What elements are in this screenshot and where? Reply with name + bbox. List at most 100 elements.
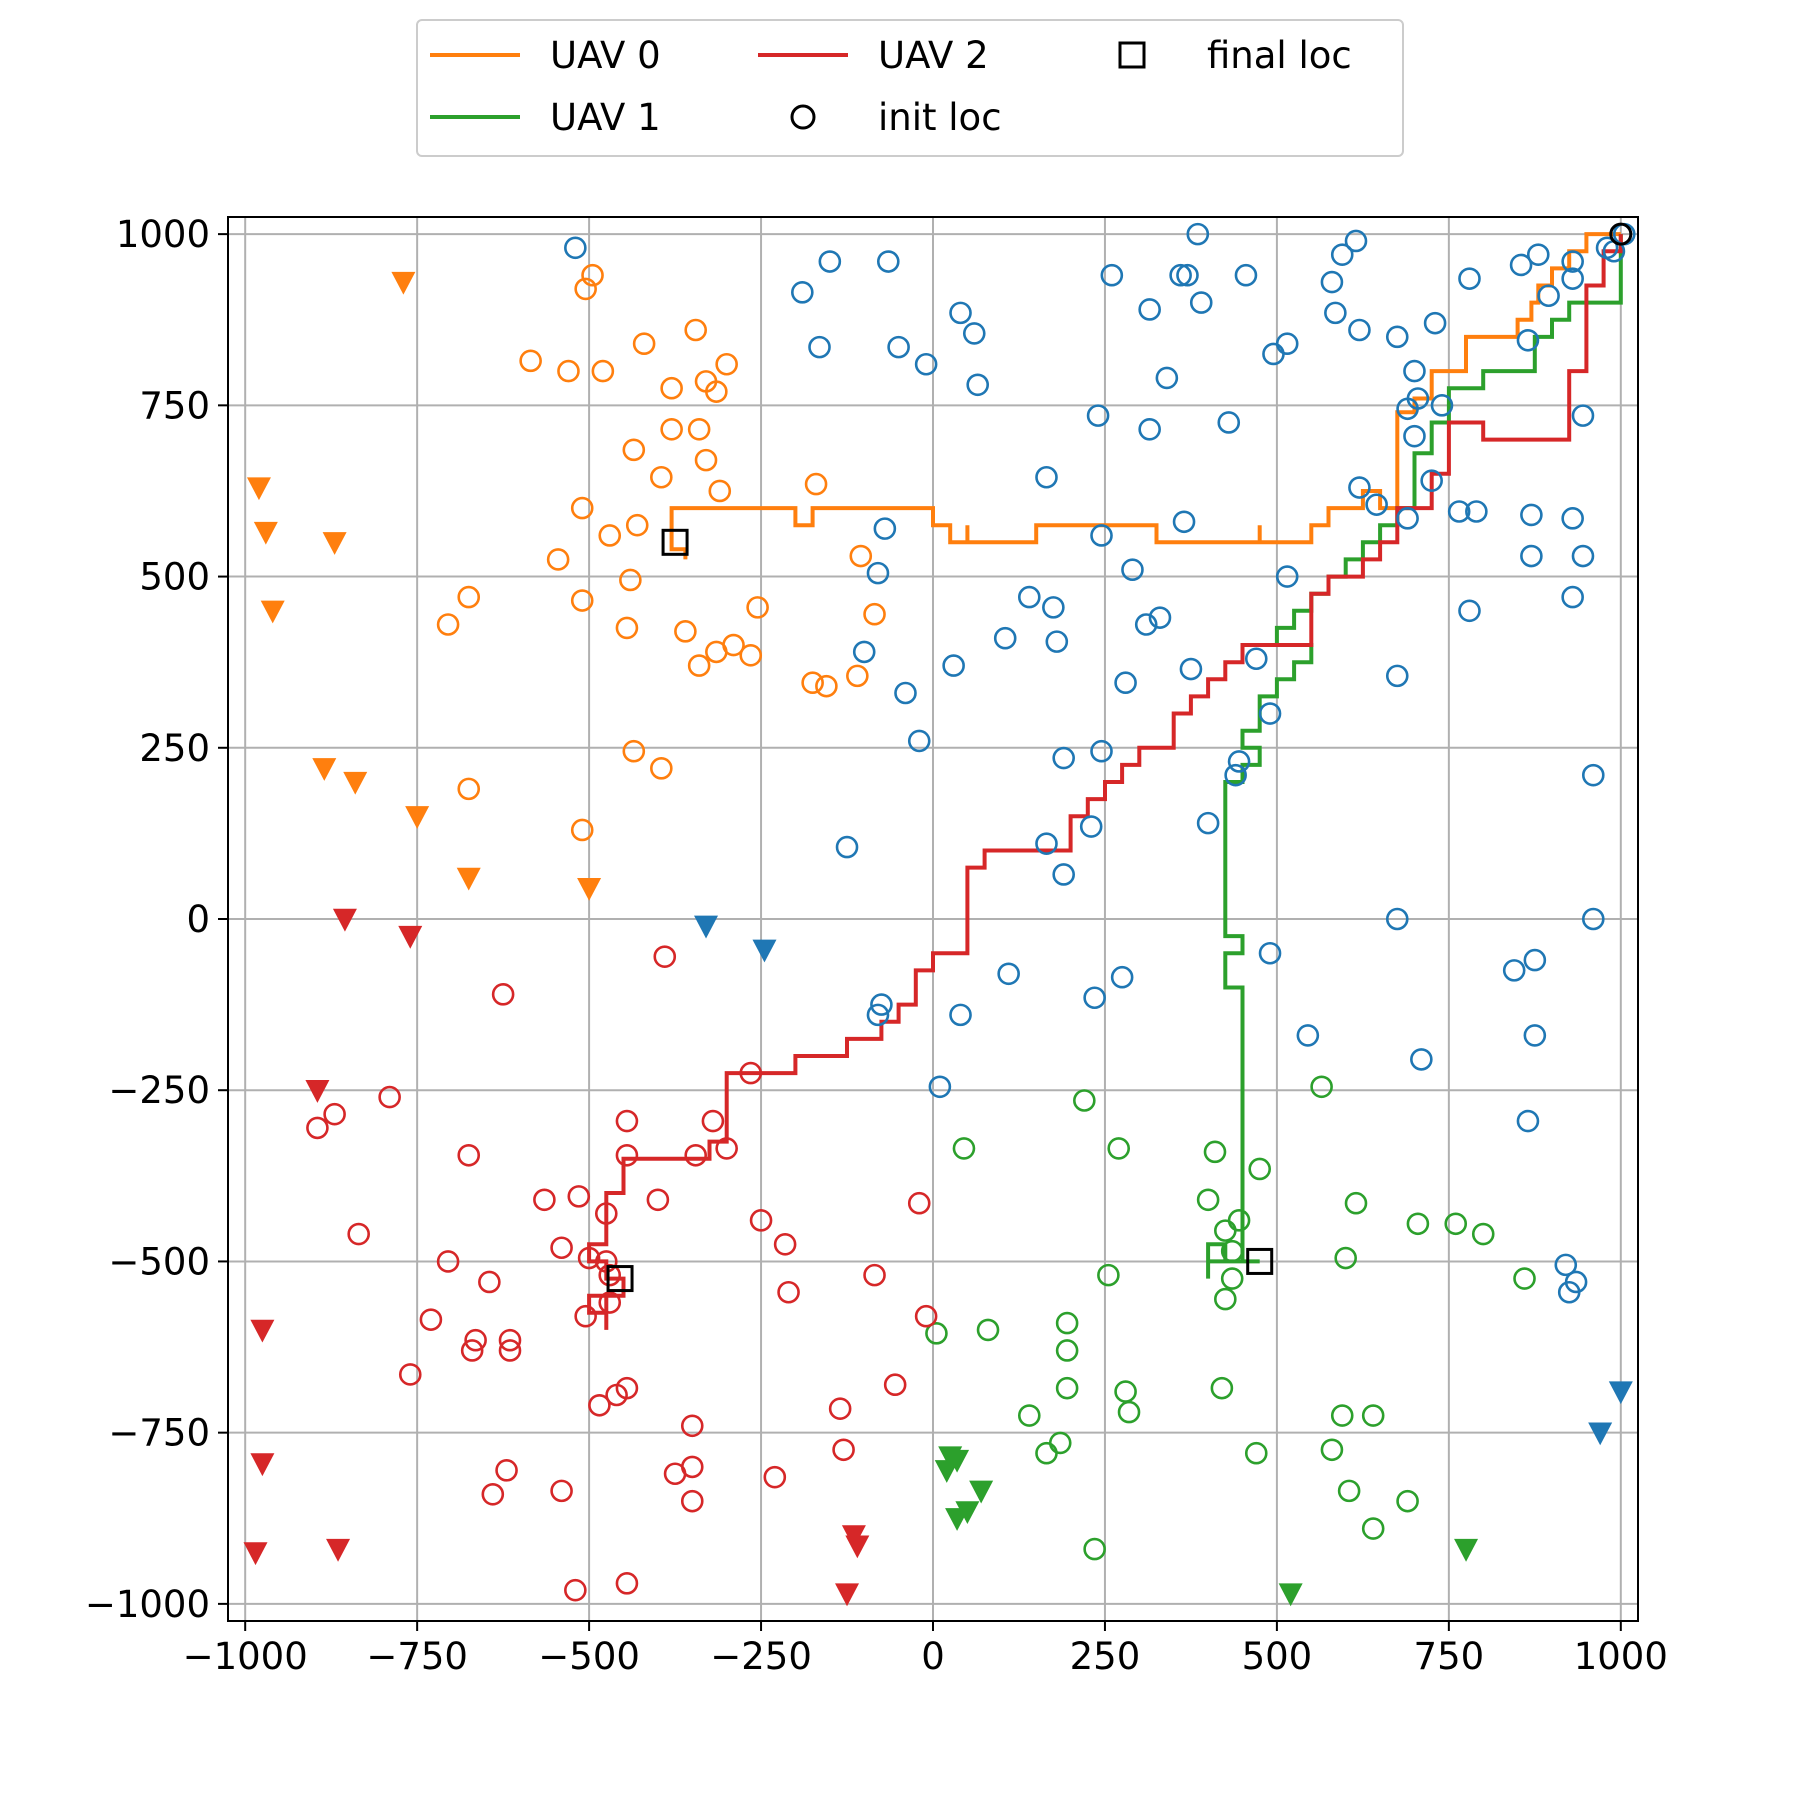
- y-tick-label: 0: [186, 898, 210, 941]
- target-point: [1017, 1404, 1041, 1427]
- target-point: [687, 654, 711, 677]
- target-point: [1520, 544, 1543, 568]
- target-point: [1100, 263, 1124, 287]
- target-point: [680, 1455, 704, 1479]
- target-point: [478, 1270, 501, 1294]
- target-point: [1035, 465, 1058, 489]
- target-point: [632, 332, 656, 356]
- target-point: [1561, 507, 1584, 530]
- target-point: [852, 640, 876, 664]
- target-point: [835, 835, 859, 859]
- target-point: [1320, 1438, 1344, 1462]
- target-point: [870, 993, 893, 1016]
- target-point: [646, 1188, 670, 1212]
- target-point: [570, 589, 594, 612]
- y-tick-label: −1000: [85, 1583, 210, 1626]
- series-init-loc: [1609, 222, 1633, 246]
- target-point: [436, 613, 460, 636]
- target-point: [866, 561, 890, 585]
- target-point: [1045, 630, 1069, 653]
- target-point: [1258, 941, 1282, 965]
- init-location-marker: [1609, 222, 1633, 246]
- target-point: [1055, 1376, 1079, 1400]
- target-point: [491, 983, 515, 1006]
- target-point: [883, 1373, 907, 1397]
- target-point: [598, 524, 622, 547]
- target-point: [495, 1459, 518, 1482]
- obstacle-marker: [246, 477, 271, 501]
- target-point: [594, 1250, 618, 1273]
- obstacle-marker: [250, 1319, 275, 1343]
- target-point: [1275, 565, 1299, 588]
- target-point: [622, 739, 646, 763]
- target-point: [808, 335, 831, 359]
- target-point: [564, 236, 587, 260]
- obstacle-marker: [969, 1480, 994, 1504]
- target-point: [739, 644, 763, 667]
- obstacle-marker: [1278, 1583, 1303, 1607]
- target-point: [1107, 1137, 1131, 1160]
- target-point: [1083, 986, 1106, 1010]
- target-point: [1516, 328, 1540, 352]
- legend-square-swatch: [1118, 41, 1146, 69]
- target-point: [687, 418, 711, 441]
- legend-label: UAV 1: [550, 96, 661, 139]
- obstacle-marker: [343, 771, 368, 795]
- target-point: [550, 1236, 573, 1260]
- target-point: [873, 517, 897, 540]
- target-point: [1344, 229, 1368, 253]
- target-point: [594, 1202, 618, 1225]
- target-point: [962, 322, 986, 345]
- target-point: [949, 301, 972, 325]
- legend-circle-swatch: [790, 104, 816, 130]
- series-triangles-down: [246, 271, 602, 901]
- target-point: [907, 1191, 931, 1215]
- target-point: [1244, 647, 1268, 671]
- target-point: [570, 818, 594, 842]
- obstacle-marker: [934, 1460, 959, 1483]
- target-point: [457, 1143, 481, 1167]
- target-point: [701, 1109, 725, 1133]
- target-point: [1337, 1479, 1361, 1503]
- x-tick-label: 1000: [1574, 1635, 1668, 1678]
- target-point: [694, 448, 718, 472]
- target-point: [1244, 1441, 1268, 1465]
- target-point: [1210, 1376, 1234, 1400]
- target-point: [1227, 1209, 1251, 1232]
- target-point: [993, 626, 1017, 650]
- target-point: [715, 1137, 738, 1160]
- target-point: [457, 777, 481, 801]
- path-line-uav-2: [587, 234, 1623, 1330]
- target-point: [1537, 284, 1560, 308]
- target-point: [546, 548, 570, 571]
- obstacle-marker: [332, 908, 357, 932]
- target-point: [1110, 965, 1134, 989]
- target-point: [674, 620, 697, 643]
- series-triangles-down: [934, 1446, 1479, 1607]
- target-point: [791, 281, 814, 304]
- target-point: [1296, 1024, 1320, 1047]
- target-point: [1523, 948, 1547, 972]
- target-point: [680, 1489, 704, 1513]
- legend-label: final loc: [1207, 34, 1352, 77]
- target-point: [1138, 298, 1161, 321]
- target-point: [976, 1318, 1000, 1342]
- target-point: [622, 438, 646, 462]
- target-point: [598, 1291, 622, 1314]
- x-tick-label: 500: [1242, 1635, 1313, 1678]
- target-point: [574, 277, 597, 301]
- target-point: [1561, 250, 1584, 273]
- target-point: [1258, 702, 1282, 725]
- series-final-loc: [606, 528, 1274, 1293]
- target-point: [1430, 394, 1454, 417]
- target-point: [1523, 1024, 1547, 1047]
- target-point: [1155, 366, 1179, 390]
- target-point: [588, 1393, 611, 1417]
- obstacle-marker: [1454, 1538, 1479, 1562]
- y-tick-label: 500: [139, 556, 210, 599]
- target-point: [773, 1233, 797, 1256]
- target-point: [1330, 243, 1354, 266]
- obstacle-marker: [405, 806, 430, 829]
- target-point: [828, 1397, 852, 1420]
- target-point: [615, 616, 639, 640]
